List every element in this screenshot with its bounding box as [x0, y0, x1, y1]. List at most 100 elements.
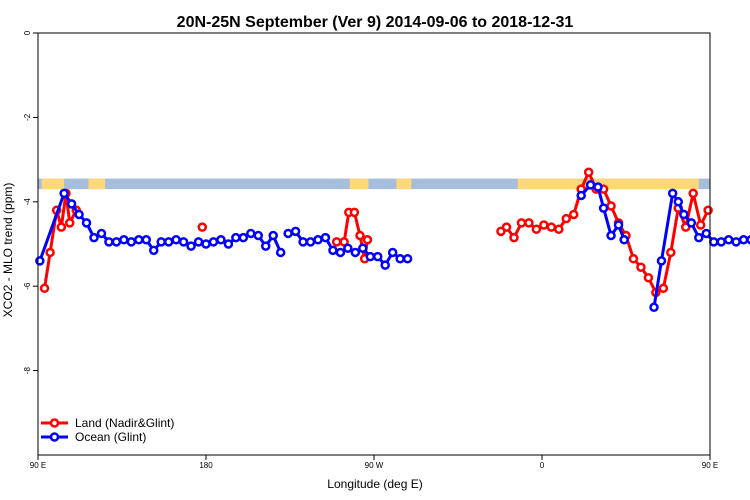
y-tick-label: -2 — [23, 113, 32, 121]
data-point — [673, 197, 684, 207]
data-point — [568, 209, 579, 220]
data-point — [686, 218, 697, 228]
y-tick-label: -6 — [23, 282, 32, 290]
data-point — [64, 218, 75, 228]
data-point — [531, 224, 542, 234]
legend-marker — [49, 432, 60, 442]
data-point — [349, 207, 360, 218]
data-point — [524, 218, 534, 228]
data-point — [509, 232, 519, 243]
x-axis: 90 E 180 90 W 0 90 E — [30, 455, 718, 470]
data-point — [593, 182, 603, 192]
data-point — [197, 222, 208, 232]
data-point — [119, 235, 129, 245]
data-point — [658, 283, 669, 294]
data-point — [45, 247, 55, 258]
y-tick-label: 0 — [23, 30, 32, 35]
data-point — [350, 247, 361, 258]
data-point — [290, 226, 301, 237]
data-point — [372, 251, 383, 262]
data-point — [141, 235, 152, 245]
data-point — [96, 228, 107, 239]
data-point — [554, 224, 564, 234]
legend-label: Ocean (Glint) — [75, 430, 146, 444]
chart-title: 20N-25N September (Ver 9) 2014-09-06 to … — [177, 14, 574, 31]
data-point — [606, 230, 616, 241]
data-point — [156, 237, 166, 247]
data-point — [606, 201, 616, 211]
data-point — [253, 230, 264, 241]
data-point — [619, 235, 629, 245]
data-point — [546, 222, 557, 232]
data-point — [583, 167, 594, 178]
data-point — [539, 220, 549, 230]
data-point — [275, 247, 286, 258]
data-point — [561, 213, 572, 224]
data-point — [703, 205, 713, 215]
y-axis: 0 -2 -4 -6 -8 — [23, 30, 38, 374]
data-point — [178, 237, 189, 247]
data-point — [231, 232, 241, 243]
data-point — [104, 237, 114, 247]
x-tick-label: 0 — [540, 461, 545, 470]
data-point — [320, 232, 331, 243]
data-point — [126, 237, 137, 247]
land-span — [41, 178, 65, 190]
y-tick-label: -4 — [23, 198, 32, 206]
data-point — [89, 232, 99, 243]
data-point — [688, 188, 698, 199]
data-point — [74, 209, 84, 220]
data-point — [163, 237, 174, 247]
data-point — [66, 199, 77, 209]
data-point — [260, 241, 271, 251]
data-point — [576, 190, 586, 201]
data-point — [598, 203, 609, 213]
x-tick-label: 90 E — [30, 461, 46, 470]
data-point — [201, 239, 211, 249]
data-point — [667, 188, 678, 199]
data-point — [208, 237, 219, 247]
data-point — [649, 302, 659, 313]
data-point — [134, 235, 144, 245]
data-point — [298, 237, 308, 247]
data-point — [738, 235, 749, 245]
data-point — [746, 235, 750, 245]
data-point — [395, 254, 405, 264]
series-ocean — [35, 180, 750, 313]
land-span — [349, 178, 369, 190]
data-point — [186, 241, 196, 251]
legend-marker — [49, 418, 60, 428]
land-span — [88, 178, 106, 190]
data-point — [636, 262, 646, 272]
data-point — [343, 243, 353, 253]
data-point — [585, 180, 596, 190]
data-point — [148, 245, 159, 256]
data-point — [694, 232, 704, 243]
data-point — [305, 237, 316, 247]
series-layer — [35, 167, 750, 313]
x-tick-label: 90 E — [702, 461, 718, 470]
legend-label: Land (Nadir&Glint) — [75, 416, 174, 430]
data-point — [613, 220, 624, 230]
data-point — [723, 235, 734, 245]
data-point — [39, 283, 50, 294]
y-axis-label: XCO2 - MLO trend (ppm) — [1, 183, 15, 318]
data-point — [355, 230, 365, 241]
data-point — [111, 237, 122, 247]
data-point — [516, 218, 527, 228]
data-point — [380, 260, 390, 270]
data-point — [328, 245, 338, 256]
data-point — [656, 256, 667, 266]
data-point — [268, 230, 278, 241]
data-point — [331, 237, 342, 247]
data-point — [708, 237, 719, 247]
data-point — [59, 188, 69, 199]
data-point — [643, 273, 654, 283]
x-tick-label: 90 W — [365, 461, 384, 470]
data-point — [666, 247, 676, 258]
legend: Land (Nadir&Glint)Ocean (Glint) — [41, 416, 174, 444]
data-point — [335, 247, 346, 258]
y-tick-label: -8 — [23, 366, 32, 374]
data-point — [358, 243, 368, 253]
